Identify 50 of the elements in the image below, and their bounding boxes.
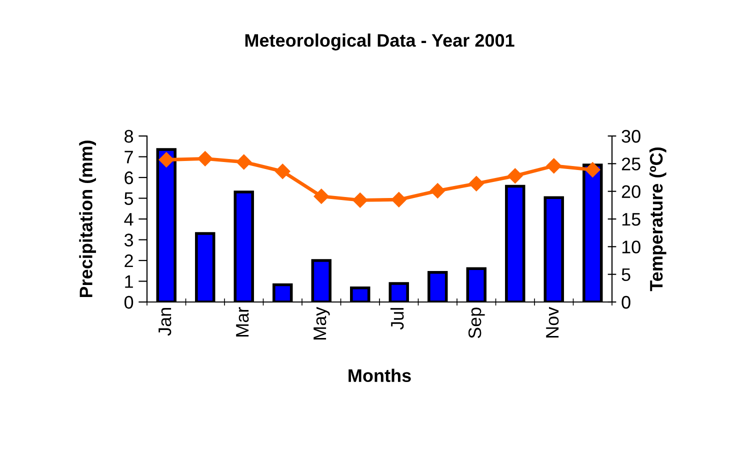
point xyxy=(352,192,368,208)
point xyxy=(158,152,174,168)
x-tick-label: Nov xyxy=(546,306,559,338)
y-tick-label: 2 xyxy=(124,254,133,268)
bar xyxy=(544,196,564,302)
chart-title: Meteorological Data - Year 2001 xyxy=(245,34,514,50)
point xyxy=(391,192,406,208)
point xyxy=(546,158,562,174)
bar xyxy=(311,259,332,302)
y-tick-label: 6 xyxy=(124,171,134,184)
y2-tick-label: 25 xyxy=(622,158,640,170)
bar xyxy=(505,184,526,302)
y2-tick-label: 5 xyxy=(622,268,630,282)
x-tick-label: Jan xyxy=(158,308,172,336)
y2-tick-label: 0 xyxy=(622,296,630,309)
y-tick-label: 7 xyxy=(124,150,133,164)
y2-tick-label: 15 xyxy=(622,213,640,226)
y-tick-label: 4 xyxy=(124,213,134,226)
x-tick-label: Jul xyxy=(390,308,404,330)
bar xyxy=(428,270,448,302)
y-tick-label: 0 xyxy=(124,296,134,309)
y2-axis-title: Temperature (ºC) xyxy=(649,148,666,292)
point xyxy=(430,183,446,198)
y-tick-label: 8 xyxy=(124,130,134,143)
y-tick-label: 3 xyxy=(124,234,134,246)
bar xyxy=(388,282,409,302)
point xyxy=(508,168,523,184)
point xyxy=(236,154,252,170)
point xyxy=(585,162,600,178)
y2-tick-label: 30 xyxy=(622,130,640,143)
point xyxy=(468,176,484,192)
bar xyxy=(234,190,254,302)
bar xyxy=(582,164,603,302)
y-tick-label: 1 xyxy=(125,275,133,288)
y2-tick-label: 20 xyxy=(622,185,640,198)
bar xyxy=(195,232,216,302)
bar xyxy=(156,148,176,302)
point xyxy=(314,188,329,204)
bar xyxy=(272,283,293,302)
x-axis-title: Months xyxy=(348,368,411,382)
x-tick-label: May xyxy=(314,306,330,340)
y-axis-title: Precipitation (mm) xyxy=(79,140,96,298)
point xyxy=(275,164,290,179)
x-tick-label: Mar xyxy=(236,307,249,336)
bar xyxy=(350,286,370,302)
bar xyxy=(466,267,486,302)
y-tick-label: 5 xyxy=(124,192,134,205)
point xyxy=(198,151,213,166)
y2-tick-label: 10 xyxy=(622,240,640,254)
x-tick-label: Sep xyxy=(468,308,485,338)
